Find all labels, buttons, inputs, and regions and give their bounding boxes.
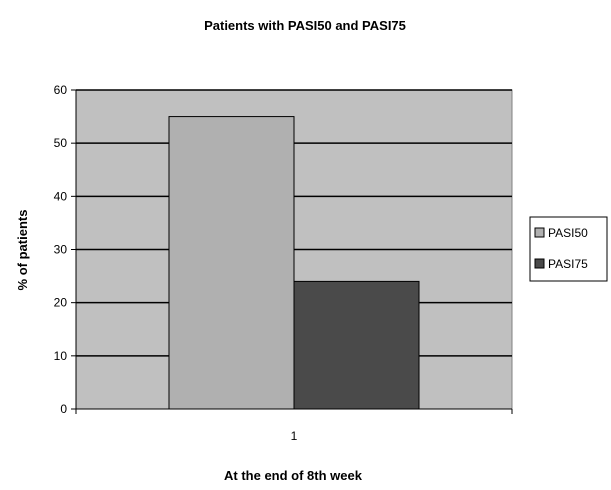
legend-swatch-pasi50 <box>534 227 545 238</box>
y-tick-label: 20 <box>54 296 68 310</box>
chart-title: Patients with PASI50 and PASI75 <box>204 18 406 33</box>
legend-swatch-pasi75 <box>534 258 545 269</box>
legend-label-pasi50: PASI50 <box>548 226 588 240</box>
y-tick-label: 50 <box>54 136 68 150</box>
y-tick-label: 30 <box>54 243 68 257</box>
legend-label-pasi75: PASI75 <box>548 257 588 271</box>
y-tick-label: 40 <box>54 189 68 203</box>
x-axis: 1 <box>75 408 513 443</box>
y-tick-label: 60 <box>54 83 68 97</box>
y-axis: 0 10 20 30 40 50 60 <box>54 83 77 416</box>
y-tick-label: 0 <box>60 402 67 416</box>
y-axis-title: % of patients <box>15 210 30 291</box>
y-tick-label: 10 <box>54 349 68 363</box>
legend: PASI50 PASI75 <box>529 216 608 282</box>
bar-pasi75 <box>293 280 420 410</box>
bar-pasi50 <box>168 116 295 410</box>
x-axis-title: At the end of 8th week <box>224 468 363 483</box>
x-tick-label: 1 <box>291 429 298 443</box>
bars <box>168 116 420 410</box>
